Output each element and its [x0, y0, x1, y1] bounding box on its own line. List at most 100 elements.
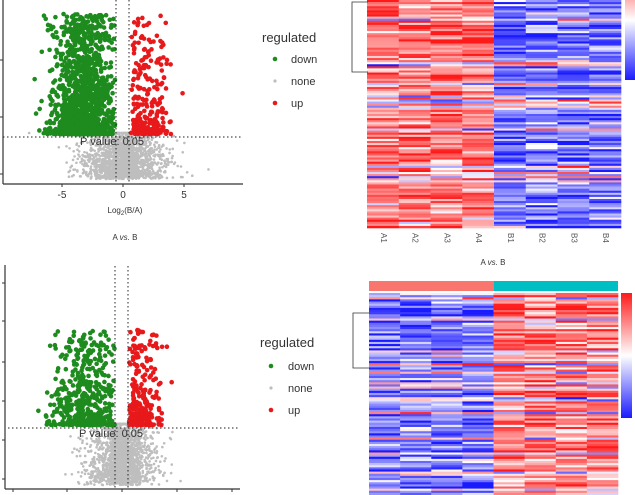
- point-up: [155, 82, 160, 87]
- heatmap-cell: [367, 4, 400, 7]
- heatmap-cell: [525, 39, 558, 42]
- point-down: [92, 13, 98, 19]
- heatmap-cell: [430, 101, 463, 104]
- point-none: [103, 137, 107, 140]
- heatmap-cell: [462, 151, 495, 154]
- heatmap-cell: [494, 105, 527, 109]
- point-none: [89, 143, 93, 146]
- heatmap-cell: [494, 182, 527, 185]
- heatmap-cell: [557, 124, 590, 127]
- point-none: [144, 150, 148, 154]
- point-none: [161, 445, 164, 449]
- heatmap-cell: [462, 176, 495, 179]
- point-down: [47, 68, 53, 74]
- heatmap-cell: [462, 10, 495, 13]
- point-none: [154, 171, 158, 175]
- point-down: [110, 90, 115, 96]
- point-up: [148, 58, 154, 63]
- heatmap-cell: [589, 165, 622, 169]
- point-down: [70, 93, 75, 98]
- point-none: [121, 158, 125, 162]
- heatmap-cell: [398, 124, 431, 127]
- heatmap-cell: [430, 16, 463, 19]
- heatmap-cell: [557, 33, 590, 36]
- column-label: A2: [411, 233, 420, 243]
- heatmap-cell: [494, 51, 527, 55]
- heatmap-cell: [589, 31, 622, 34]
- point-none: [134, 148, 138, 152]
- heatmap-cell: [462, 76, 495, 80]
- heatmap-cell: [462, 0, 495, 3]
- point-down: [64, 18, 69, 24]
- heatmap-cell: [367, 101, 400, 104]
- point-none: [181, 150, 185, 154]
- heatmap-cell: [398, 6, 431, 9]
- point-down: [65, 39, 70, 44]
- heatmap-cell: [462, 184, 495, 187]
- heatmap-cell: [398, 165, 431, 169]
- heatmap-cell: [398, 138, 431, 142]
- heatmap-cell: [367, 219, 400, 223]
- heatmap-cell: [430, 213, 463, 216]
- point-down: [94, 102, 100, 108]
- heatmap-cell: [398, 209, 431, 212]
- point-up: [136, 86, 142, 91]
- heatmap-cell: [557, 37, 590, 40]
- heatmap-cell: [367, 111, 400, 115]
- point-none: [121, 146, 124, 149]
- heatmap-cell: [398, 128, 431, 131]
- heatmap-cell: [430, 174, 463, 177]
- heatmap-cell: [430, 105, 463, 109]
- heatmap-cell: [367, 82, 400, 86]
- heatmap-cell: [494, 55, 527, 59]
- heatmap-cell: [557, 20, 590, 24]
- heatmap-cell: [462, 58, 495, 61]
- heatmap-cell: [367, 22, 400, 26]
- point-none: [138, 174, 142, 178]
- point-down: [53, 29, 59, 35]
- heatmap-cell: [398, 16, 431, 19]
- heatmap-cell: [398, 217, 431, 221]
- heatmap-cell: [367, 178, 400, 181]
- point-down: [110, 80, 116, 86]
- point-down: [100, 46, 105, 52]
- heatmap-cell: [525, 107, 558, 111]
- point-down: [100, 91, 105, 97]
- column-label: A3: [442, 233, 451, 243]
- point-none: [130, 163, 133, 167]
- point-down: [41, 130, 46, 136]
- point-none: [118, 154, 122, 158]
- heatmap-cell: [367, 70, 400, 73]
- point-none: [124, 158, 128, 162]
- heatmap-cell: [525, 221, 558, 225]
- heatmap-cell: [398, 194, 431, 198]
- point-up: [131, 50, 137, 56]
- threshold-label: P value: 0.05: [80, 136, 144, 148]
- point-none: [98, 164, 101, 167]
- point-none: [101, 154, 105, 157]
- heatmap-cell: [557, 122, 590, 125]
- heatmap-cell: [557, 167, 590, 171]
- point-none: [156, 170, 160, 173]
- point-none: [92, 138, 96, 141]
- point-up: [159, 80, 165, 86]
- heatmap-cell: [367, 205, 400, 208]
- point-down: [95, 111, 100, 116]
- x-tick-label: -5: [58, 190, 67, 201]
- heatmap-cell: [525, 201, 558, 204]
- heatmap-cell: [398, 72, 431, 75]
- heatmap-cell: [494, 194, 527, 198]
- point-none: [104, 139, 108, 143]
- point-none: [125, 151, 128, 154]
- heatmap-cell: [494, 176, 527, 179]
- point-down: [54, 110, 60, 116]
- point-none: [106, 145, 110, 148]
- heatmap-cell: [525, 105, 558, 109]
- point-down: [70, 37, 76, 43]
- heatmap-cell: [462, 122, 495, 125]
- heatmap-cell: [367, 157, 400, 160]
- heatmap-cell: [589, 93, 622, 96]
- point-none: [95, 446, 98, 449]
- heatmap-cell: [494, 31, 527, 34]
- point-none: [138, 160, 142, 164]
